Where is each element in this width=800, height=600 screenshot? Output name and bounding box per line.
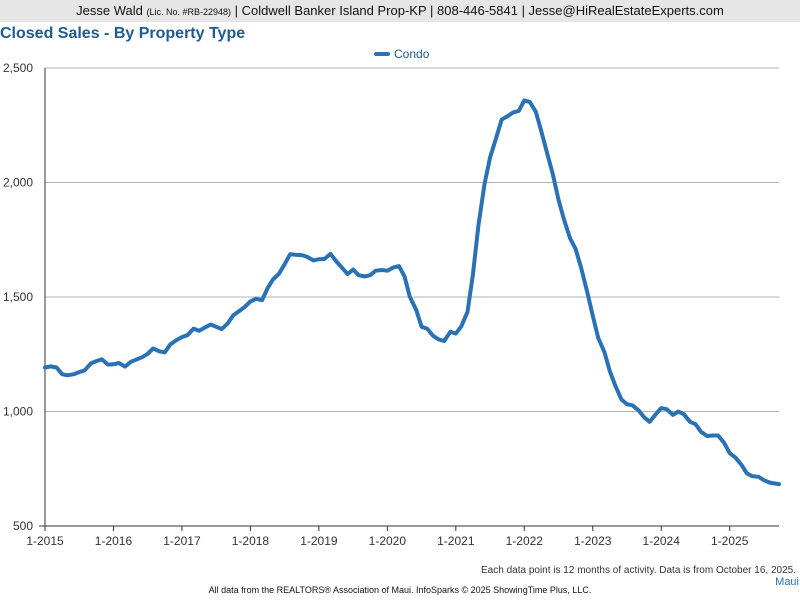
data-footnote: Each data point is 12 months of activity… <box>481 565 796 576</box>
x-tick-label: 1-2019 <box>300 534 338 548</box>
x-tick-label: 1-2015 <box>26 534 64 548</box>
y-tick-label: 2,000 <box>3 176 33 190</box>
y-tick-label: 1,000 <box>3 405 33 419</box>
y-tick-label: 1,500 <box>3 290 33 304</box>
closed-sales-chart: 500 1,000 1,500 2,000 2,500 1-2015 1-2016 1-20… <box>0 0 800 600</box>
y-tick-label: 2,500 <box>3 61 33 75</box>
x-tick-label: 1-2022 <box>506 534 544 548</box>
x-tick-label: 1-2021 <box>437 534 475 548</box>
data-credits: All data from the REALTORS® Association … <box>0 585 800 595</box>
series-line-condo <box>45 101 779 485</box>
x-tick-label: 1-2016 <box>95 534 133 548</box>
x-tick-label: 1-2020 <box>369 534 407 548</box>
x-tick-label: 1-2025 <box>711 534 749 548</box>
x-tick-label: 1-2017 <box>163 534 201 548</box>
x-tick-label: 1-2023 <box>574 534 612 548</box>
x-tick-label: 1-2024 <box>643 534 681 548</box>
x-tick-label: 1-2018 <box>232 534 270 548</box>
y-tick-label: 500 <box>13 519 33 533</box>
